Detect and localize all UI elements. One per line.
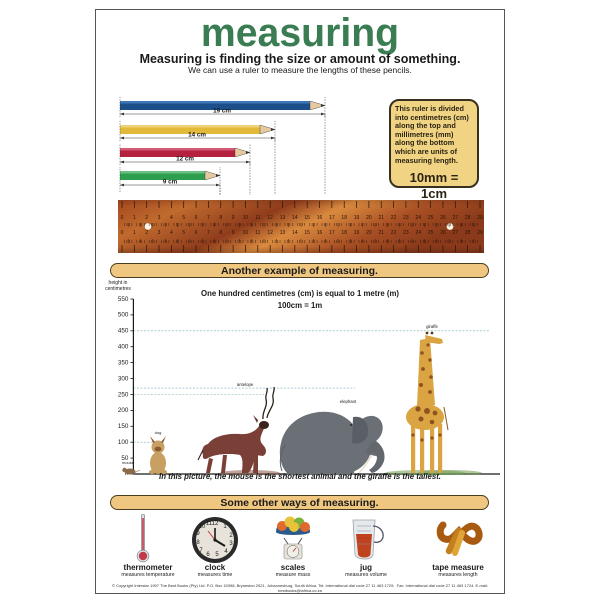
svg-text:5: 5 [182,230,185,236]
svg-text:2: 2 [145,230,148,236]
svg-text:26: 26 [440,215,446,221]
svg-text:16: 16 [317,215,323,221]
svg-text:400: 400 [118,344,129,351]
svg-text:9 cm: 9 cm [163,179,178,186]
svg-text:1: 1 [133,215,136,221]
svg-text:300: 300 [118,375,129,382]
svg-text:13: 13 [280,230,286,236]
svg-text:350: 350 [118,359,129,366]
svg-text:12 cm: 12 cm [176,156,194,163]
svg-text:15: 15 [304,230,310,236]
svg-text:250: 250 [118,391,129,398]
svg-text:200: 200 [118,407,129,414]
svg-text:11: 11 [255,230,260,236]
svg-text:antelope: antelope [237,382,254,387]
svg-text:6: 6 [195,215,198,221]
svg-text:3: 3 [158,230,161,236]
svg-text:5: 5 [182,215,185,221]
svg-text:21: 21 [378,230,384,236]
svg-text:27: 27 [453,215,459,221]
svg-text:23: 23 [403,215,409,221]
svg-text:13: 13 [280,215,286,221]
svg-text:17: 17 [329,230,335,236]
svg-text:7: 7 [207,230,210,236]
svg-text:14: 14 [292,230,298,236]
svg-text:24: 24 [415,215,421,221]
svg-text:26: 26 [440,230,446,236]
svg-text:150: 150 [118,423,129,430]
svg-text:dog: dog [155,430,162,435]
svg-text:23: 23 [403,230,409,236]
svg-text:3: 3 [158,215,161,221]
svg-text:12: 12 [212,521,219,527]
svg-text:19: 19 [354,215,360,221]
svg-text:elephant: elephant [340,399,357,404]
svg-text:29: 29 [477,230,483,236]
svg-text:giraffe: giraffe [426,324,438,329]
svg-text:11: 11 [206,521,213,527]
svg-text:29: 29 [477,215,483,221]
svg-text:21: 21 [378,215,384,221]
svg-text:11: 11 [255,215,260,221]
svg-text:450: 450 [118,328,129,335]
svg-text:4: 4 [170,230,173,236]
svg-text:10: 10 [243,230,249,236]
svg-text:28: 28 [465,215,471,221]
svg-text:19: 19 [354,230,360,236]
svg-text:12: 12 [267,215,273,221]
svg-text:6: 6 [195,230,198,236]
svg-text:550: 550 [118,296,129,303]
svg-text:16: 16 [317,230,323,236]
svg-text:24: 24 [415,230,421,236]
svg-text:2: 2 [145,215,148,221]
svg-text:12: 12 [267,230,273,236]
svg-text:14 cm: 14 cm [188,132,206,139]
svg-text:25: 25 [428,215,434,221]
svg-text:15: 15 [304,215,310,221]
svg-text:20: 20 [366,215,372,221]
svg-text:27: 27 [453,230,459,236]
svg-text:4: 4 [170,215,173,221]
svg-text:8: 8 [219,230,222,236]
svg-text:7: 7 [207,215,210,221]
svg-text:18: 18 [341,215,347,221]
svg-text:1: 1 [133,230,136,236]
svg-text:9: 9 [232,215,235,221]
svg-text:9: 9 [232,230,235,236]
svg-text:0: 0 [121,215,124,221]
svg-text:22: 22 [391,215,397,221]
svg-text:mouse: mouse [122,460,135,465]
svg-text:19 cm: 19 cm [213,108,231,115]
svg-text:10: 10 [243,215,249,221]
svg-text:17: 17 [329,215,335,221]
svg-text:20: 20 [366,230,372,236]
svg-text:500: 500 [118,312,129,319]
svg-text:28: 28 [465,230,471,236]
svg-text:18: 18 [341,230,347,236]
svg-text:8: 8 [219,215,222,221]
svg-text:100: 100 [118,439,129,446]
svg-text:22: 22 [391,230,397,236]
svg-text:14: 14 [292,215,298,221]
svg-text:0: 0 [121,230,124,236]
svg-text:25: 25 [428,230,434,236]
